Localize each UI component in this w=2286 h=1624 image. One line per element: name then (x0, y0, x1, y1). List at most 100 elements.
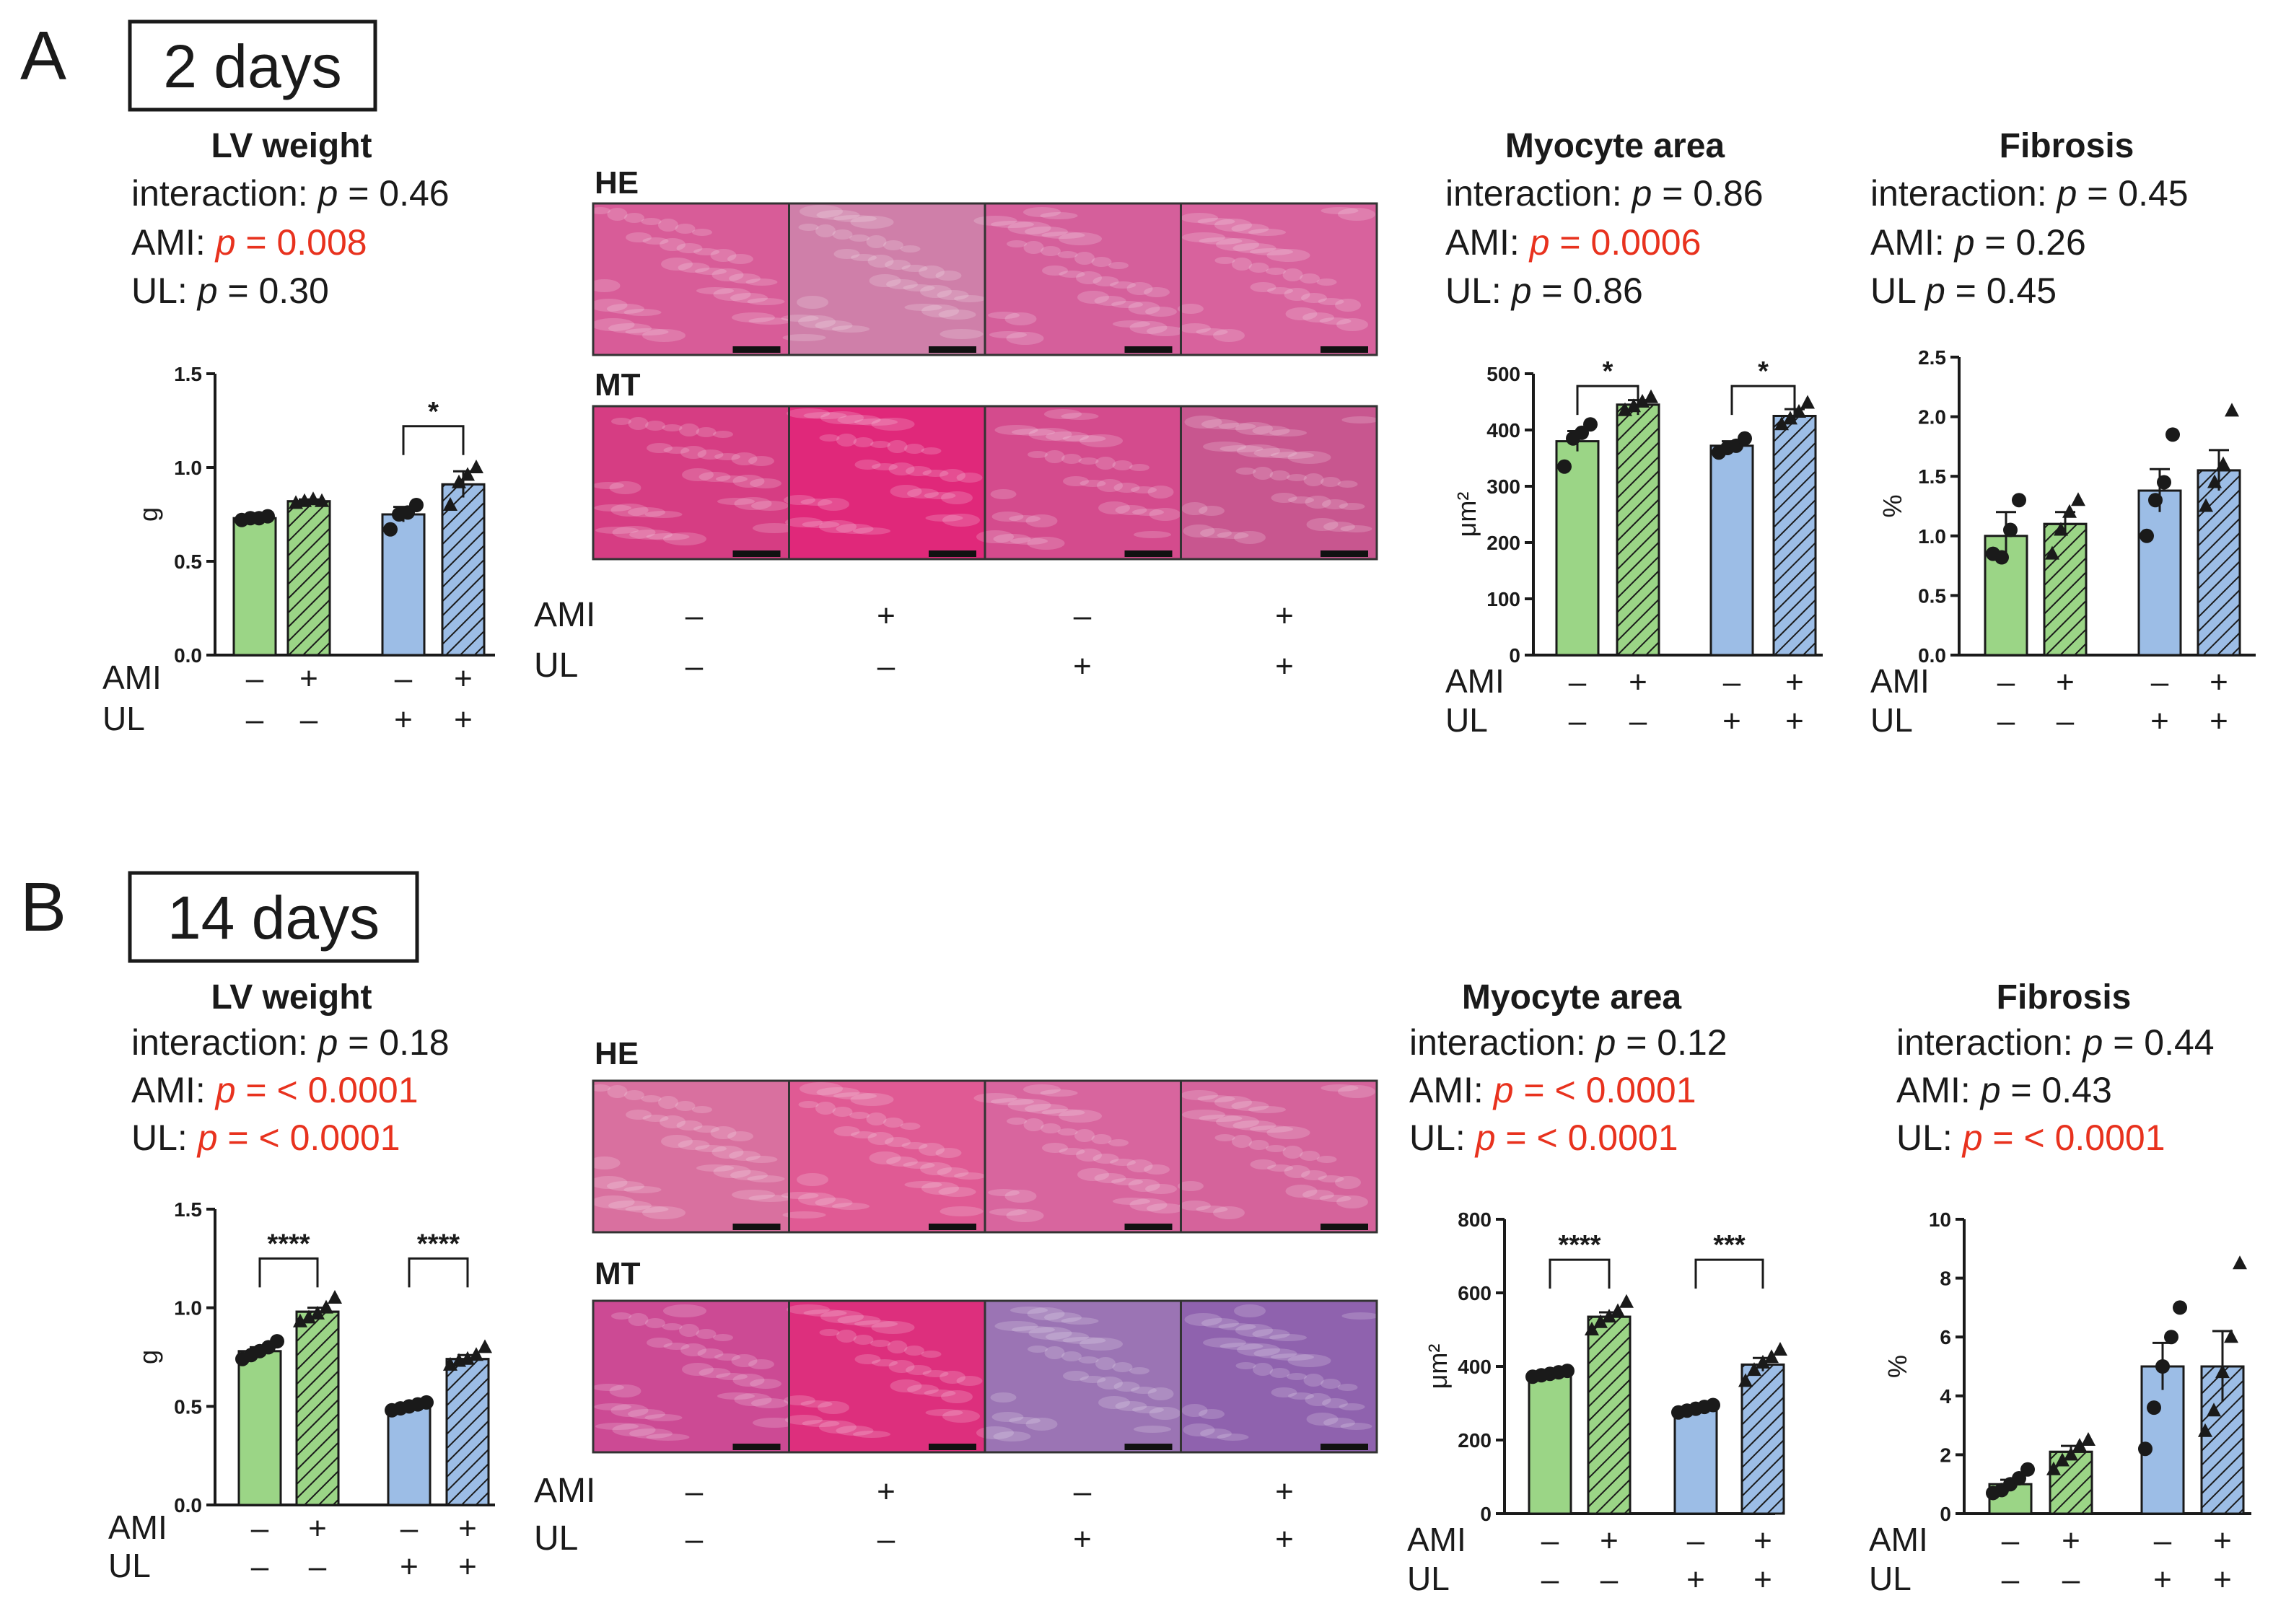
tissue-texture (798, 1101, 819, 1108)
factor-sign: – (1541, 1562, 1559, 1597)
tissue-texture (1341, 1312, 1380, 1320)
tissue-texture (1132, 509, 1164, 516)
factor-sign: + (1275, 598, 1294, 633)
data-point (1557, 459, 1572, 474)
tissue-texture (887, 440, 908, 453)
tissue-texture (1321, 477, 1341, 487)
tissue-texture (1321, 1084, 1359, 1092)
tissue-texture (1269, 470, 1290, 480)
tissue-texture (836, 434, 857, 447)
tissue-texture (623, 309, 662, 316)
tissue-texture (734, 497, 772, 510)
stat-line: AMI: p = 0.43 (1896, 1070, 2112, 1110)
tissue-texture (713, 431, 733, 438)
stat-p: p (214, 222, 236, 263)
tissue-texture (1181, 1090, 1218, 1100)
y-axis-label: g (133, 507, 163, 522)
stat-value: = < 0.0001 (218, 1118, 400, 1158)
y-tick-label: 300 (1486, 475, 1520, 498)
data-point (306, 491, 320, 506)
micrograph-MT (789, 1301, 985, 1452)
tissue-texture (1095, 1357, 1116, 1370)
tissue-texture (867, 255, 894, 268)
data-point (2054, 522, 2068, 536)
tissue-texture (662, 424, 683, 431)
tissue-texture (1181, 1404, 1208, 1417)
tissue-texture (1217, 1434, 1249, 1441)
tissue-texture (1248, 263, 1269, 273)
stat-label: UL: (1409, 1118, 1476, 1158)
y-axis-label: % (1878, 494, 1907, 517)
tissue-texture (1091, 1134, 1112, 1144)
data-point (2165, 427, 2180, 442)
factor-label-AMI: AMI (534, 596, 595, 634)
scale-bar (929, 1444, 976, 1450)
tissue-texture (832, 325, 870, 333)
y-tick-label: 0.5 (174, 1395, 202, 1418)
tissue-texture (1009, 1417, 1041, 1424)
tissue-texture (1339, 503, 1365, 510)
tissue-texture (1282, 268, 1303, 281)
tissue-texture (850, 1093, 894, 1106)
tissue-texture (678, 1140, 710, 1150)
data-point (2198, 1423, 2212, 1437)
factor-label-AMI: AMI (1869, 1521, 1928, 1558)
tissue-texture (625, 1206, 669, 1213)
tissue-texture (675, 1101, 696, 1111)
tissue-texture (1147, 1387, 1174, 1400)
micrograph-border (1180, 405, 1378, 561)
tissue-texture (693, 248, 719, 255)
data-point (409, 498, 424, 512)
tissue-texture (816, 210, 860, 220)
tissue-texture (1059, 232, 1102, 245)
y-tick-label: 0 (1940, 1503, 1951, 1525)
y-tick-label: 400 (1458, 1356, 1492, 1378)
factor-sign: + (1275, 1474, 1294, 1509)
factor-sign: + (877, 598, 895, 633)
factor-sign: – (400, 1511, 419, 1546)
stat-p: p (1953, 222, 1975, 263)
panel-letter: A (20, 17, 66, 95)
data-point (1994, 550, 2009, 565)
tissue-texture (1253, 1363, 1273, 1376)
tissue-texture (849, 1112, 870, 1119)
tissue-texture (904, 1181, 942, 1188)
tissue-texture (590, 1176, 628, 1189)
factor-sign: – (877, 649, 895, 684)
tissue-texture (716, 475, 748, 483)
stat-label: UL (1870, 271, 1925, 311)
factor-sign: – (246, 702, 264, 737)
data-point (443, 497, 457, 511)
tissue-texture (1183, 524, 1215, 537)
tissue-texture (732, 312, 775, 322)
stain-label-MT: MT (595, 1256, 641, 1291)
y-tick-label: 0.0 (174, 644, 202, 667)
tissue-texture (869, 274, 901, 287)
tissue-texture (782, 1211, 826, 1219)
tissue-texture (1271, 1387, 1297, 1397)
tissue-texture (1023, 1084, 1061, 1094)
tissue-texture (676, 1120, 703, 1131)
factor-sign: – (1997, 703, 2015, 739)
tissue-texture (1285, 1185, 1318, 1198)
tissue-texture (904, 304, 942, 311)
stat-line: UL: p = 0.86 (1445, 271, 1643, 311)
stat-p: p (1528, 222, 1550, 263)
factor-sign: + (2062, 1523, 2080, 1558)
stat-line: UL: p = < 0.0001 (1409, 1118, 1678, 1158)
tissue-texture (647, 443, 673, 453)
tissue-texture (991, 1098, 1034, 1105)
tissue-texture (1094, 1173, 1126, 1183)
data-point (2224, 1329, 2238, 1343)
tissue-texture (1250, 282, 1276, 292)
stat-p: p (2055, 173, 2077, 214)
tissue-texture (940, 1206, 984, 1216)
tissue-texture (925, 514, 963, 522)
tissue-texture (818, 1401, 849, 1414)
data-point (469, 1347, 483, 1361)
tissue-texture (750, 478, 781, 488)
tissue-texture (1004, 1190, 1037, 1203)
stain-label-HE: HE (595, 1036, 639, 1071)
tissue-texture (1128, 302, 1160, 315)
factor-sign: – (300, 702, 318, 737)
